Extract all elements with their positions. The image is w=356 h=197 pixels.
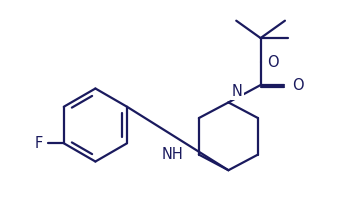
Text: N: N xyxy=(232,84,243,99)
Text: F: F xyxy=(35,136,43,151)
Text: O: O xyxy=(292,78,304,93)
Text: O: O xyxy=(267,55,278,70)
Text: NH: NH xyxy=(162,147,183,162)
